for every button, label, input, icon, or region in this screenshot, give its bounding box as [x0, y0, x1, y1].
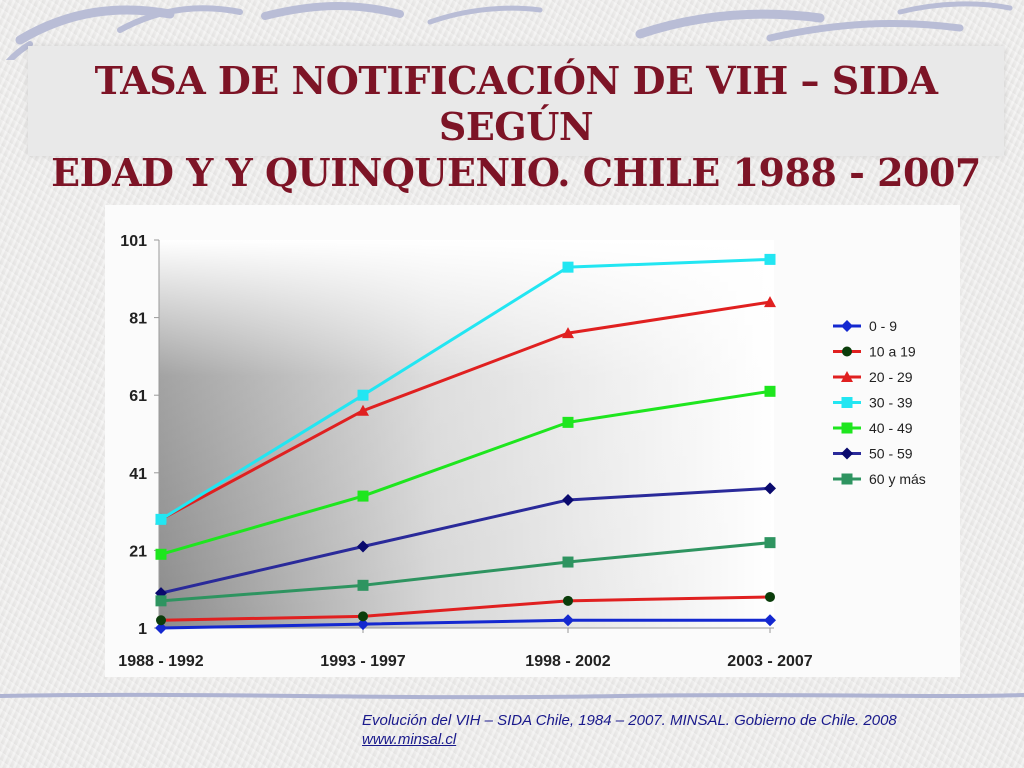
series-line — [160, 618, 770, 630]
data-point — [562, 556, 574, 568]
series-line — [160, 257, 771, 521]
page-title: TASA DE NOTIFICACIÓN DE VIH – SIDA SEGÚN… — [28, 46, 1004, 196]
legend-swatch-marker — [842, 346, 852, 357]
title-line-1: TASA DE NOTIFICACIÓN DE VIH – SIDA SEGÚN — [94, 58, 938, 149]
legend-swatch-marker — [841, 422, 853, 434]
series-10-a-19 — [156, 591, 775, 626]
legend-label: 0 - 9 — [869, 318, 897, 334]
data-point — [764, 296, 776, 308]
data-point — [357, 404, 369, 416]
data-point — [357, 490, 369, 502]
series-line — [160, 541, 771, 603]
data-point — [764, 253, 776, 265]
y-tick-label: 41 — [129, 466, 147, 483]
data-point — [155, 595, 167, 607]
x-tick-label: 1998 - 2002 — [525, 653, 611, 670]
title-box: TASA DE NOTIFICACIÓN DE VIH – SIDA SEGÚN… — [28, 46, 1004, 195]
decorative-swooshes — [5, 1, 1013, 60]
data-point — [563, 595, 573, 606]
data-point — [358, 611, 368, 622]
x-tick-label: 1988 - 1992 — [118, 653, 204, 670]
data-point — [764, 614, 776, 627]
legend-swatch-marker — [841, 371, 853, 382]
decorative-divider — [0, 692, 1024, 700]
legend-item: 20 - 29 — [833, 369, 913, 385]
data-point — [764, 482, 776, 495]
legend-item: 10 a 19 — [833, 344, 916, 360]
legend-swatch-marker — [841, 447, 853, 460]
source-link[interactable]: www.minsal.cl — [362, 731, 457, 748]
x-tick-label: 2003 - 2007 — [727, 653, 813, 670]
line-chart: 1 21 41 61 81 101 1988 - 1992 1993 - 1997 1998 -… — [118, 233, 926, 670]
data-point — [357, 540, 369, 553]
data-point — [357, 618, 369, 631]
series-line — [160, 486, 771, 595]
data-point — [562, 327, 574, 339]
series-0---9 — [155, 614, 776, 634]
legend-label: 50 - 59 — [869, 446, 913, 462]
source-text: Evolución del VIH – SIDA Chile, 1984 – 2… — [362, 712, 897, 729]
data-point — [562, 416, 574, 428]
chart-container: 1 21 41 61 81 101 1988 - 1992 1993 - 1997 1998 -… — [105, 205, 960, 677]
data-point — [155, 548, 167, 560]
series-60-y-más — [155, 537, 776, 607]
data-point — [765, 591, 775, 602]
y-tick-label: 21 — [129, 543, 147, 560]
data-point — [155, 622, 167, 634]
series-30---39 — [155, 253, 776, 525]
series-line — [160, 595, 771, 622]
data-point — [764, 537, 776, 549]
legend-label: 20 - 29 — [869, 369, 913, 385]
y-tick-label: 81 — [129, 311, 147, 328]
x-tick-label: 1993 - 1997 — [320, 653, 406, 670]
legend-item: 60 y más — [833, 471, 926, 487]
title-line-2: EDAD Y Y QUINQUENIO. CHILE 1988 - 2007 — [51, 150, 981, 195]
legend-label: 60 y más — [869, 471, 926, 487]
legend-label: 10 a 19 — [869, 344, 916, 360]
legend-swatch-marker — [841, 397, 853, 408]
y-tick-label: 61 — [129, 388, 147, 405]
series-line — [160, 300, 771, 521]
data-point — [357, 389, 369, 401]
series-line — [160, 389, 771, 556]
data-point — [764, 385, 776, 397]
legend-swatch-marker — [841, 320, 853, 332]
y-tick-label: 101 — [120, 233, 147, 250]
legend-label: 40 - 49 — [869, 420, 913, 436]
legend-item: 30 - 39 — [833, 395, 913, 411]
data-point — [155, 513, 167, 525]
legend-swatch-marker — [841, 473, 853, 485]
legend-item: 50 - 59 — [833, 446, 913, 462]
plot-area-highlight — [159, 240, 774, 628]
data-point — [357, 579, 369, 591]
source-citation: Evolución del VIH – SIDA Chile, 1984 – 2… — [362, 711, 1012, 749]
data-point — [562, 261, 574, 273]
data-point — [562, 614, 574, 627]
legend-item: 40 - 49 — [833, 420, 913, 436]
legend-label: 30 - 39 — [869, 395, 913, 411]
y-tick-label: 1 — [138, 621, 147, 638]
data-point — [562, 493, 574, 506]
data-point — [156, 615, 166, 626]
series-40---49 — [155, 385, 776, 560]
legend-item: 0 - 9 — [833, 318, 897, 334]
